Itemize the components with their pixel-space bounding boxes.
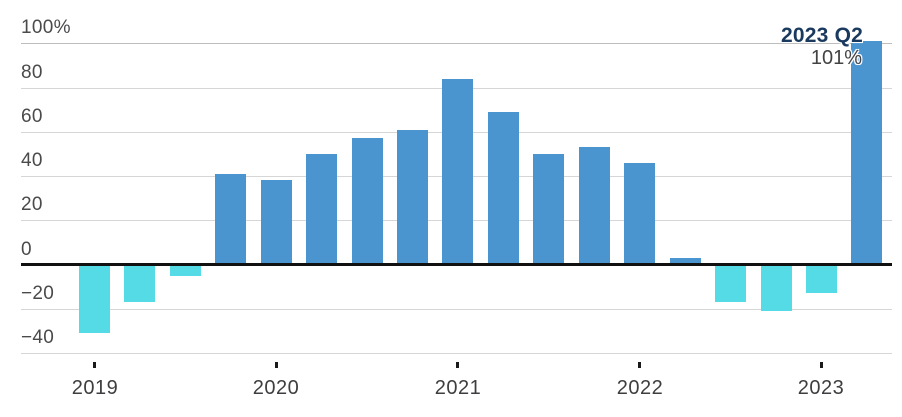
x-axis-tick-2020	[275, 362, 278, 368]
bar-2023-Q1	[806, 264, 837, 293]
bar-2022-Q3	[715, 264, 746, 302]
annotation-series-label: 2023 Q2	[781, 24, 863, 47]
bar-2020-Q2	[306, 154, 337, 266]
y-axis-label-100: 100%	[21, 17, 71, 38]
x-axis-label-2019: 2019	[71, 377, 119, 399]
x-axis-tick-2023	[820, 362, 823, 368]
x-axis-label-2021: 2021	[434, 377, 482, 399]
bar-2022-Q2	[670, 258, 701, 266]
bar-2022-Q4	[761, 264, 792, 311]
bar-2020-Q4	[397, 130, 428, 266]
bar-2021-Q2	[488, 112, 519, 266]
bar-2022-Q1	[624, 163, 655, 266]
bar-2019-Q3	[170, 264, 201, 276]
bar-2020-Q1	[261, 180, 292, 266]
y-axis-label--40: −40	[21, 327, 55, 348]
bar-2023-Q2	[851, 41, 882, 266]
x-axis-tick-2021	[456, 362, 459, 368]
bar-2021-Q3	[533, 154, 564, 266]
zero-baseline	[21, 263, 892, 266]
y-axis-label--20: −20	[21, 283, 55, 304]
gridline--40	[21, 353, 892, 354]
y-axis-label-20: 20	[21, 194, 43, 215]
bar-2020-Q3	[352, 138, 383, 266]
annotation-value-label: 101%	[810, 47, 862, 69]
x-axis-label-2023: 2023	[797, 377, 845, 399]
x-axis-label-2022: 2022	[616, 377, 664, 399]
y-axis-label-60: 60	[21, 106, 43, 127]
y-axis-label-80: 80	[21, 62, 43, 83]
x-axis-tick-2019	[93, 362, 96, 368]
x-axis-label-2020: 2020	[252, 377, 300, 399]
gridline--20	[21, 309, 892, 310]
bar-2021-Q4	[579, 147, 610, 266]
y-axis-label-0: 0	[21, 239, 32, 260]
bar-2019-Q4	[215, 174, 246, 266]
x-axis-tick-2022	[638, 362, 641, 368]
bar-2019-Q2	[124, 264, 155, 302]
y-axis-label-40: 40	[21, 150, 43, 171]
bar-2021-Q1	[442, 79, 473, 266]
bar-2019-Q1	[79, 264, 110, 333]
gridline-100	[21, 43, 892, 44]
